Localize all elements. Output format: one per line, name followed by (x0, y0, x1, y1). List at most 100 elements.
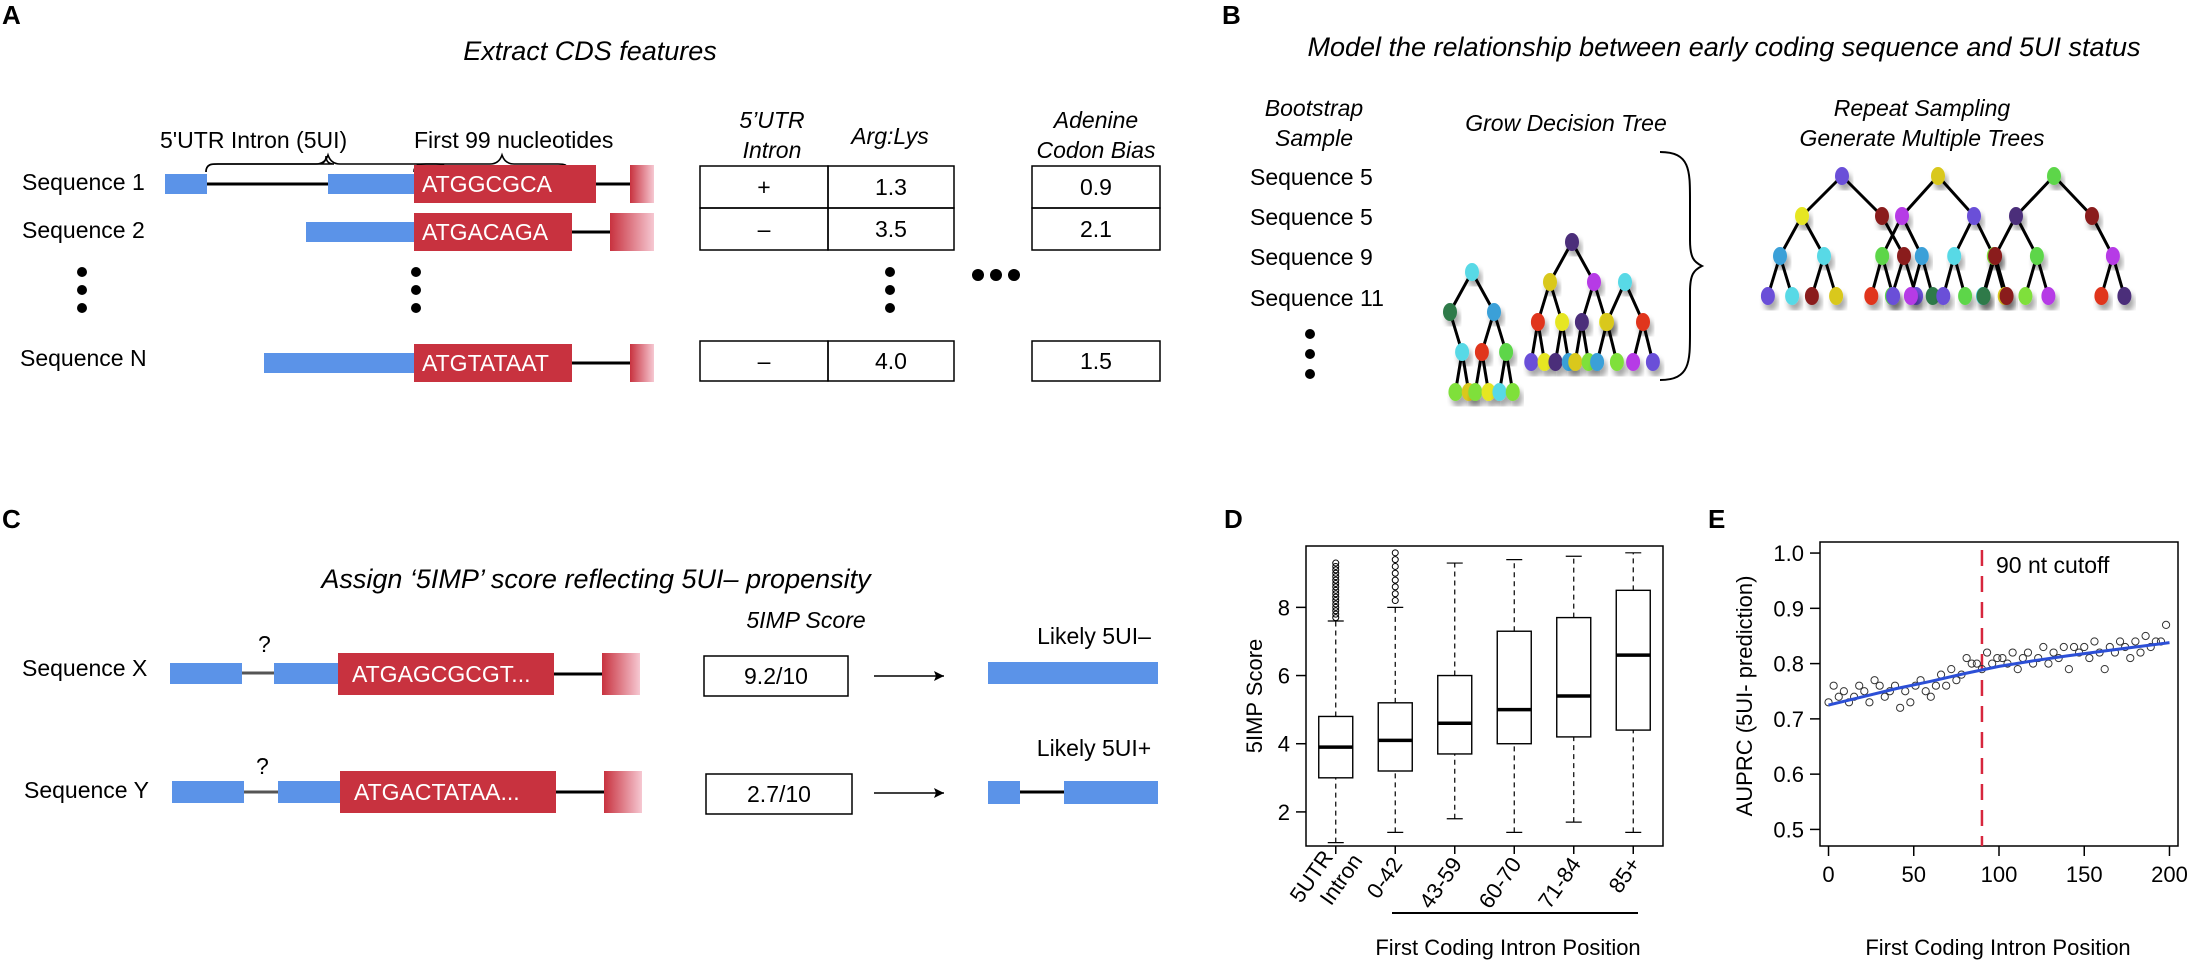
grow-tree-node (1537, 353, 1552, 371)
hdr-arg-lys: Arg:Lys (849, 123, 929, 149)
grow-tree-node (1548, 353, 1563, 371)
grow-tree-node (1587, 273, 1601, 291)
grow-tree-node (1574, 313, 1589, 331)
grow-tree-node (1524, 353, 1539, 371)
data-point (1855, 681, 1864, 690)
data-point (2136, 648, 2145, 657)
forest-tree-2-node (1947, 247, 1962, 265)
outlier-point (1391, 569, 1399, 577)
data-point (2141, 631, 2150, 641)
forest-tree-3-node (2085, 207, 2099, 225)
forest-tree-1-edge (1840, 174, 1884, 218)
data-point (1824, 698, 1833, 707)
grow-tree-node (1530, 313, 1545, 331)
grow-tree-node (1626, 353, 1641, 371)
data-point (2115, 637, 2125, 646)
seqX-name: Sequence X (22, 655, 147, 681)
outlier-point (1332, 610, 1340, 618)
seqY-name: Sequence Y (24, 777, 149, 803)
seq2-intron-cell: – (758, 216, 771, 242)
y-tick-label: 1.0 (1773, 541, 1804, 566)
y-tick-label: 4 (1278, 732, 1290, 757)
forest-tree-1-node (1875, 207, 1889, 225)
seqX-codon: ATGAGCGCGT... (352, 661, 530, 687)
forest-tree-1-node (1835, 167, 1849, 185)
outlier-point (1391, 562, 1399, 570)
grow-tree-node (1565, 233, 1579, 251)
forest-tree-2-edge (1900, 174, 1940, 218)
forest-tree-2-node (1925, 287, 1940, 305)
outlier-point (1332, 566, 1340, 574)
forest-tree-2-node (1936, 287, 1951, 305)
panel-letter-c: C (2, 504, 21, 534)
forest-tree-2-node (1903, 287, 1918, 305)
outlier-point (1391, 576, 1399, 584)
boxplot-ylabel: 5IMP Score (1242, 639, 1267, 754)
y-tick-label: 6 (1278, 664, 1290, 689)
seqY-arrowhead (934, 788, 944, 798)
x-tick-label: 200 (2151, 862, 2188, 887)
data-point (1982, 648, 1992, 657)
seqY-score-box (705, 773, 853, 815)
outlier-point (1332, 607, 1340, 615)
seqX-score: 9.2/10 (744, 663, 808, 689)
grow-tree-node (1448, 383, 1463, 401)
seqX-next-exon (602, 653, 640, 695)
forest-tree-1-node (1829, 287, 1844, 305)
seqY-next-exon (604, 771, 642, 813)
repeat-label-line2: Generate Multiple Trees (1799, 125, 2045, 151)
forest-tree-1-edge (1800, 174, 1844, 218)
data-point (1834, 692, 1843, 701)
data-point (1880, 692, 1889, 701)
seqY-outcome: Likely 5UI+ (1037, 735, 1151, 761)
outlier-point (1332, 614, 1340, 622)
seq1-intron-cell: + (757, 174, 770, 200)
feature-table-grid (699, 165, 1161, 382)
y-tick-label: 0.7 (1773, 707, 1804, 732)
forest-tree-3-node (1976, 287, 1991, 305)
columns-ellipsis (972, 269, 1020, 281)
seq1-utr-exon2 (328, 174, 414, 194)
scatter-ylabel: AUPRC (5UI- prediction) (1732, 576, 1757, 817)
panel-a-title: Extract CDS features (463, 36, 717, 66)
hdr-intron-line2: Intron (743, 137, 802, 163)
outlier-point (1391, 583, 1399, 591)
first99-brace (413, 152, 569, 173)
data-point (2013, 665, 2022, 674)
forest-tree-2-node (1958, 287, 1973, 305)
seq1-arglys-cell: 1.3 (875, 174, 907, 200)
seqN-arglys-cell: 4.0 (875, 348, 907, 374)
seqN-intron-cell: – (758, 348, 771, 374)
seqN-utr-exon (264, 353, 414, 373)
iqr-box (1496, 630, 1532, 745)
outlier-point (1391, 556, 1399, 564)
data-point (1931, 681, 1941, 690)
seqN-adenine-cell: 1.5 (1080, 348, 1112, 374)
seqX-utr-exon2 (274, 663, 338, 684)
x-tick-label: 71-84 (1533, 853, 1586, 913)
panel-d: D 5IMP Score First Coding Intron Positio… (1224, 504, 1664, 960)
data-point (1870, 676, 1879, 685)
seq1-utr-exon1 (165, 174, 207, 194)
seqY-score: 2.7/10 (747, 781, 811, 807)
grow-tree-node (1474, 343, 1489, 361)
forest-tree-2-node (1886, 287, 1901, 305)
iqr-box (1556, 616, 1592, 738)
forest-tree-3-node (1988, 247, 2003, 265)
seqX-outcome: Likely 5UI– (1037, 623, 1151, 649)
data-point (1947, 665, 1956, 674)
panel-letter-e: E (1708, 504, 1725, 534)
bootstrap-header-line1: Bootstrap (1265, 95, 1364, 121)
grow-tree-node (1443, 303, 1457, 321)
seqY-outcome-exon1 (988, 781, 1020, 804)
data-point (1972, 659, 1981, 668)
data-point (2161, 620, 2171, 630)
forest-tree-2-node (1875, 247, 1890, 265)
seqY-cds-exon (340, 771, 556, 813)
panel-b-title: Model the relationship between early cod… (1307, 32, 2140, 62)
outlier-point (1391, 549, 1399, 557)
seqY-question: ? (256, 753, 269, 779)
seqN-cds-exon (414, 344, 572, 382)
